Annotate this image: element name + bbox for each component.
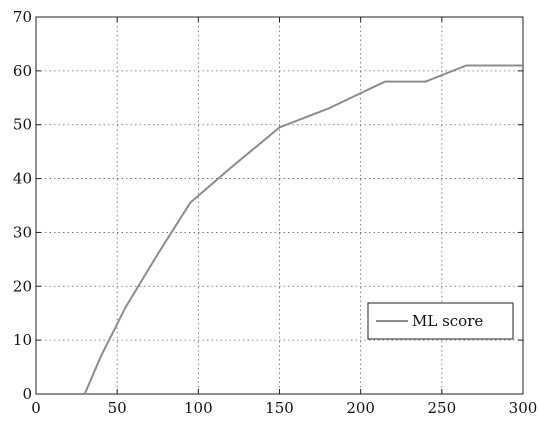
y-tick-label: 50 [13, 116, 32, 134]
y-tick-label: 10 [13, 331, 32, 349]
grid-lines [36, 17, 523, 394]
y-tick-label: 70 [13, 8, 32, 26]
x-tick-label: 0 [31, 399, 41, 417]
legend-label: ML score [412, 312, 483, 330]
x-tick-label: 200 [346, 399, 375, 417]
y-tick-label: 20 [13, 277, 32, 295]
x-tick-label: 250 [428, 399, 457, 417]
x-tick-label: 300 [509, 399, 538, 417]
y-tick-label: 40 [13, 170, 32, 188]
axis-ticks: 0 50 100 150 200 250 300 0 10 20 30 40 50 60 70 [13, 8, 537, 417]
series-group [83, 64, 523, 395]
legend: ML score [367, 302, 514, 340]
y-tick-label: 30 [13, 223, 32, 241]
x-tick-label: 50 [108, 399, 127, 417]
y-tick-label: 0 [22, 385, 32, 403]
series-line-0 [83, 64, 523, 395]
x-tick-label: 150 [265, 399, 294, 417]
x-tick-label: 100 [184, 399, 213, 417]
y-tick-label: 60 [13, 62, 32, 80]
